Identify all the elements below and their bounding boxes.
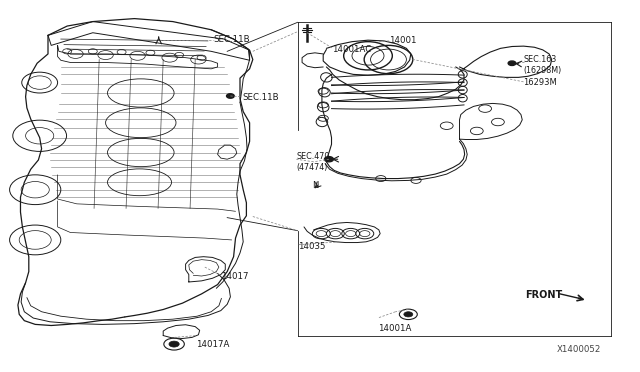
Text: SEC.11B: SEC.11B	[242, 93, 278, 102]
Text: SEC.11B: SEC.11B	[213, 35, 250, 44]
Text: 14017: 14017	[221, 272, 248, 281]
Text: SEC.470
(47474): SEC.470 (47474)	[296, 152, 330, 171]
Text: FRONT: FRONT	[525, 290, 562, 299]
Text: 14035: 14035	[298, 242, 325, 251]
Text: X1400052: X1400052	[557, 345, 601, 354]
Circle shape	[227, 94, 234, 98]
Circle shape	[508, 61, 516, 65]
Text: N: N	[312, 182, 318, 190]
Circle shape	[404, 312, 413, 317]
Text: 14001A: 14001A	[378, 324, 411, 333]
Text: 14001: 14001	[389, 36, 417, 45]
Circle shape	[324, 157, 333, 162]
Text: 14001AC: 14001AC	[332, 45, 371, 54]
Circle shape	[169, 341, 179, 347]
Text: 16293M: 16293M	[524, 78, 557, 87]
Text: SEC.163
(16298M): SEC.163 (16298M)	[524, 55, 562, 75]
Text: 14017A: 14017A	[196, 340, 230, 349]
